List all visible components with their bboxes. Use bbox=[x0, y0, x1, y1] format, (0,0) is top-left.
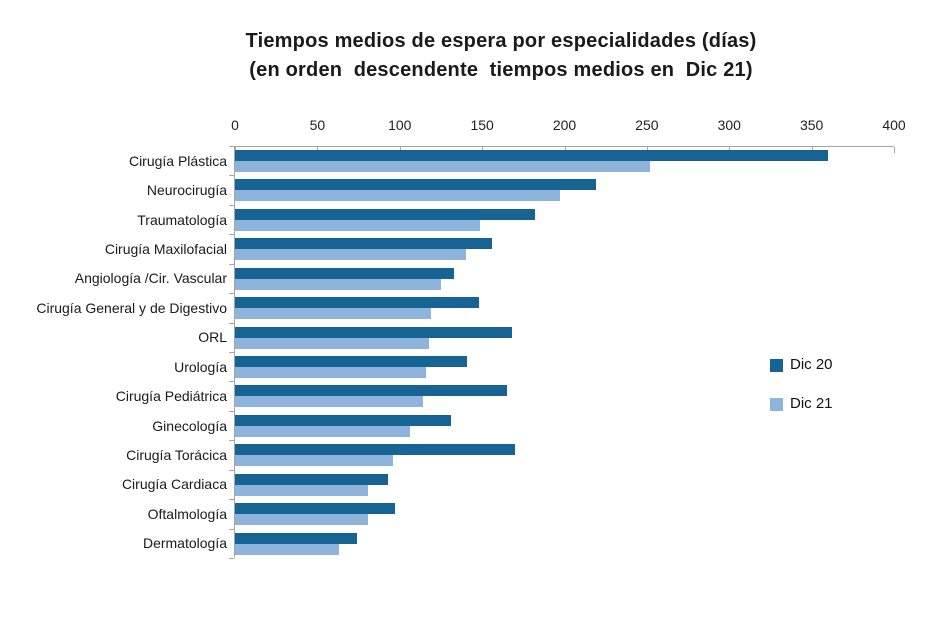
bar-dic-21 bbox=[235, 367, 427, 378]
bar-dic-20 bbox=[235, 267, 455, 279]
legend-item: Dic 20 bbox=[770, 356, 833, 374]
y-tick-mark bbox=[229, 234, 234, 236]
bar-dic-21 bbox=[235, 219, 481, 231]
bar-dic-21 bbox=[235, 396, 423, 408]
chart-title-line2: (en orden descendente tiempos medios en … bbox=[249, 59, 753, 81]
bar-dic-20 bbox=[235, 326, 512, 338]
bar-dic-20 bbox=[235, 444, 516, 456]
x-tick-label: 250 bbox=[635, 117, 659, 133]
bar-dic-20 bbox=[235, 208, 535, 220]
y-tick-mark bbox=[229, 381, 234, 383]
bar-dic-20 bbox=[235, 532, 357, 544]
bar-dic-20 bbox=[235, 356, 468, 367]
bar-dic-21 bbox=[235, 249, 466, 261]
category-label: ORL bbox=[198, 329, 227, 346]
y-tick-mark bbox=[229, 469, 234, 471]
legend-item: Dic 21 bbox=[770, 395, 833, 413]
bar-dic-21 bbox=[235, 543, 339, 555]
y-tick-mark bbox=[229, 204, 234, 206]
x-tick-label: 100 bbox=[388, 117, 412, 133]
category-label: Cirugía General y de Digestivo bbox=[36, 299, 227, 316]
bar-dic-21 bbox=[235, 514, 369, 526]
x-tick-label: 0 bbox=[231, 117, 239, 133]
x-tick-label: 50 bbox=[309, 117, 326, 133]
y-tick-mark bbox=[229, 263, 234, 265]
legend-swatch bbox=[770, 397, 783, 411]
bar-dic-21 bbox=[235, 190, 560, 202]
x-tick-label: 300 bbox=[717, 117, 741, 133]
y-axis-line bbox=[234, 146, 235, 559]
chart-title: Tiempos medios de espera por especialida… bbox=[0, 27, 928, 85]
category-label: Cirugía Pediátrica bbox=[115, 388, 227, 405]
y-tick-mark bbox=[229, 440, 234, 442]
x-tick-label: 150 bbox=[470, 117, 494, 133]
bar-dic-21 bbox=[235, 161, 651, 172]
category-label: Cirugía Torácica bbox=[126, 447, 227, 463]
bar-dic-20 bbox=[235, 297, 479, 309]
x-tick-label: 350 bbox=[799, 117, 824, 133]
category-label: Angiología /Cir. Vascular bbox=[74, 270, 227, 287]
category-label: Cirugía Cardiaca bbox=[121, 476, 227, 493]
category-label: Traumatología bbox=[137, 211, 227, 228]
bar-dic-21 bbox=[235, 278, 441, 290]
category-label: Neurocirugía bbox=[146, 182, 227, 199]
legend: Dic 20 Dic 21 bbox=[770, 356, 833, 434]
bar-dic-20 bbox=[235, 150, 829, 161]
bar-dic-20 bbox=[235, 503, 395, 515]
bar-dic-21 bbox=[235, 337, 430, 349]
bar-dic-20 bbox=[235, 238, 492, 250]
bar-dic-21 bbox=[235, 425, 410, 437]
category-label: Cirugía Maxilofacial bbox=[104, 241, 227, 257]
legend-label: Dic 21 bbox=[790, 395, 833, 412]
bar-dic-21 bbox=[235, 455, 394, 467]
bar-dic-20 bbox=[235, 414, 451, 426]
y-tick-mark bbox=[229, 146, 234, 147]
x-tick-label: 400 bbox=[882, 117, 906, 133]
bar-dic-21 bbox=[235, 484, 369, 496]
y-tick-mark bbox=[229, 528, 234, 530]
x-tick-mark bbox=[894, 147, 895, 153]
x-tick-label: 200 bbox=[552, 117, 577, 133]
y-tick-mark bbox=[229, 293, 234, 295]
category-label: Cirugía Plástica bbox=[128, 152, 227, 169]
y-tick-mark bbox=[229, 499, 234, 501]
category-label: Dermatología bbox=[142, 535, 227, 552]
category-label: Oftalmología bbox=[147, 505, 227, 522]
y-tick-mark bbox=[229, 175, 234, 177]
y-tick-mark bbox=[229, 410, 234, 412]
legend-label: Dic 20 bbox=[790, 356, 833, 373]
category-label: Urología bbox=[174, 358, 227, 375]
bar-dic-20 bbox=[235, 385, 507, 397]
bar-dic-20 bbox=[235, 473, 389, 485]
y-tick-mark bbox=[229, 322, 234, 324]
y-tick-mark bbox=[229, 558, 234, 560]
bar-dic-21 bbox=[235, 308, 432, 320]
x-axis-line bbox=[235, 146, 894, 147]
y-tick-mark bbox=[229, 352, 234, 353]
category-label: Ginecología bbox=[152, 417, 227, 434]
chart-title-line1: Tiempos medios de espera por especialida… bbox=[245, 30, 757, 52]
legend-swatch bbox=[770, 358, 783, 372]
bar-dic-20 bbox=[235, 179, 596, 191]
